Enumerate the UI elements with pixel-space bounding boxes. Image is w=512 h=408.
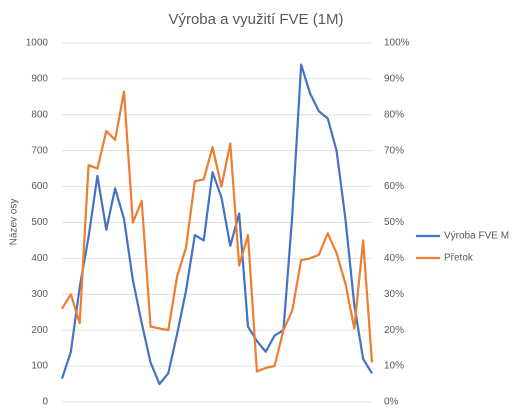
y2-tick-label: 0%: [384, 397, 399, 408]
y2-tick-label: 70%: [384, 145, 404, 156]
y-tick-label: 0: [42, 397, 48, 408]
y-tick-label: 200: [31, 325, 48, 336]
y2-tick-label: 90%: [384, 74, 404, 85]
y2-tick-label: 10%: [384, 361, 404, 372]
legend-label: Přetok: [444, 253, 474, 264]
y-tick-label: 900: [31, 74, 48, 85]
y2-tick-label: 50%: [384, 217, 404, 228]
y-tick-label: 100: [31, 361, 48, 372]
y-tick-label: 300: [31, 289, 48, 300]
y2-tick-label: 20%: [384, 325, 404, 336]
legend-label: Výroba FVE M: [444, 231, 509, 242]
y-tick-label: 700: [31, 145, 48, 156]
y2-tick-label: 40%: [384, 253, 404, 264]
y2-tick-label: 80%: [384, 109, 404, 120]
y-axis-label: Název osy: [9, 199, 20, 246]
y-tick-label: 1000: [26, 38, 49, 49]
y2-tick-label: 60%: [384, 181, 404, 192]
line-series: [60, 63, 373, 386]
y-tick-label: 800: [31, 109, 48, 120]
line-series: [61, 90, 374, 373]
chart-title: Výroba a využití FVE (1M): [168, 11, 343, 28]
y-tick-label: 600: [31, 181, 48, 192]
y-tick-label: 500: [31, 217, 48, 228]
y2-tick-label: 30%: [384, 289, 404, 300]
y2-tick-label: 100%: [384, 38, 410, 49]
y-tick-label: 400: [31, 253, 48, 264]
